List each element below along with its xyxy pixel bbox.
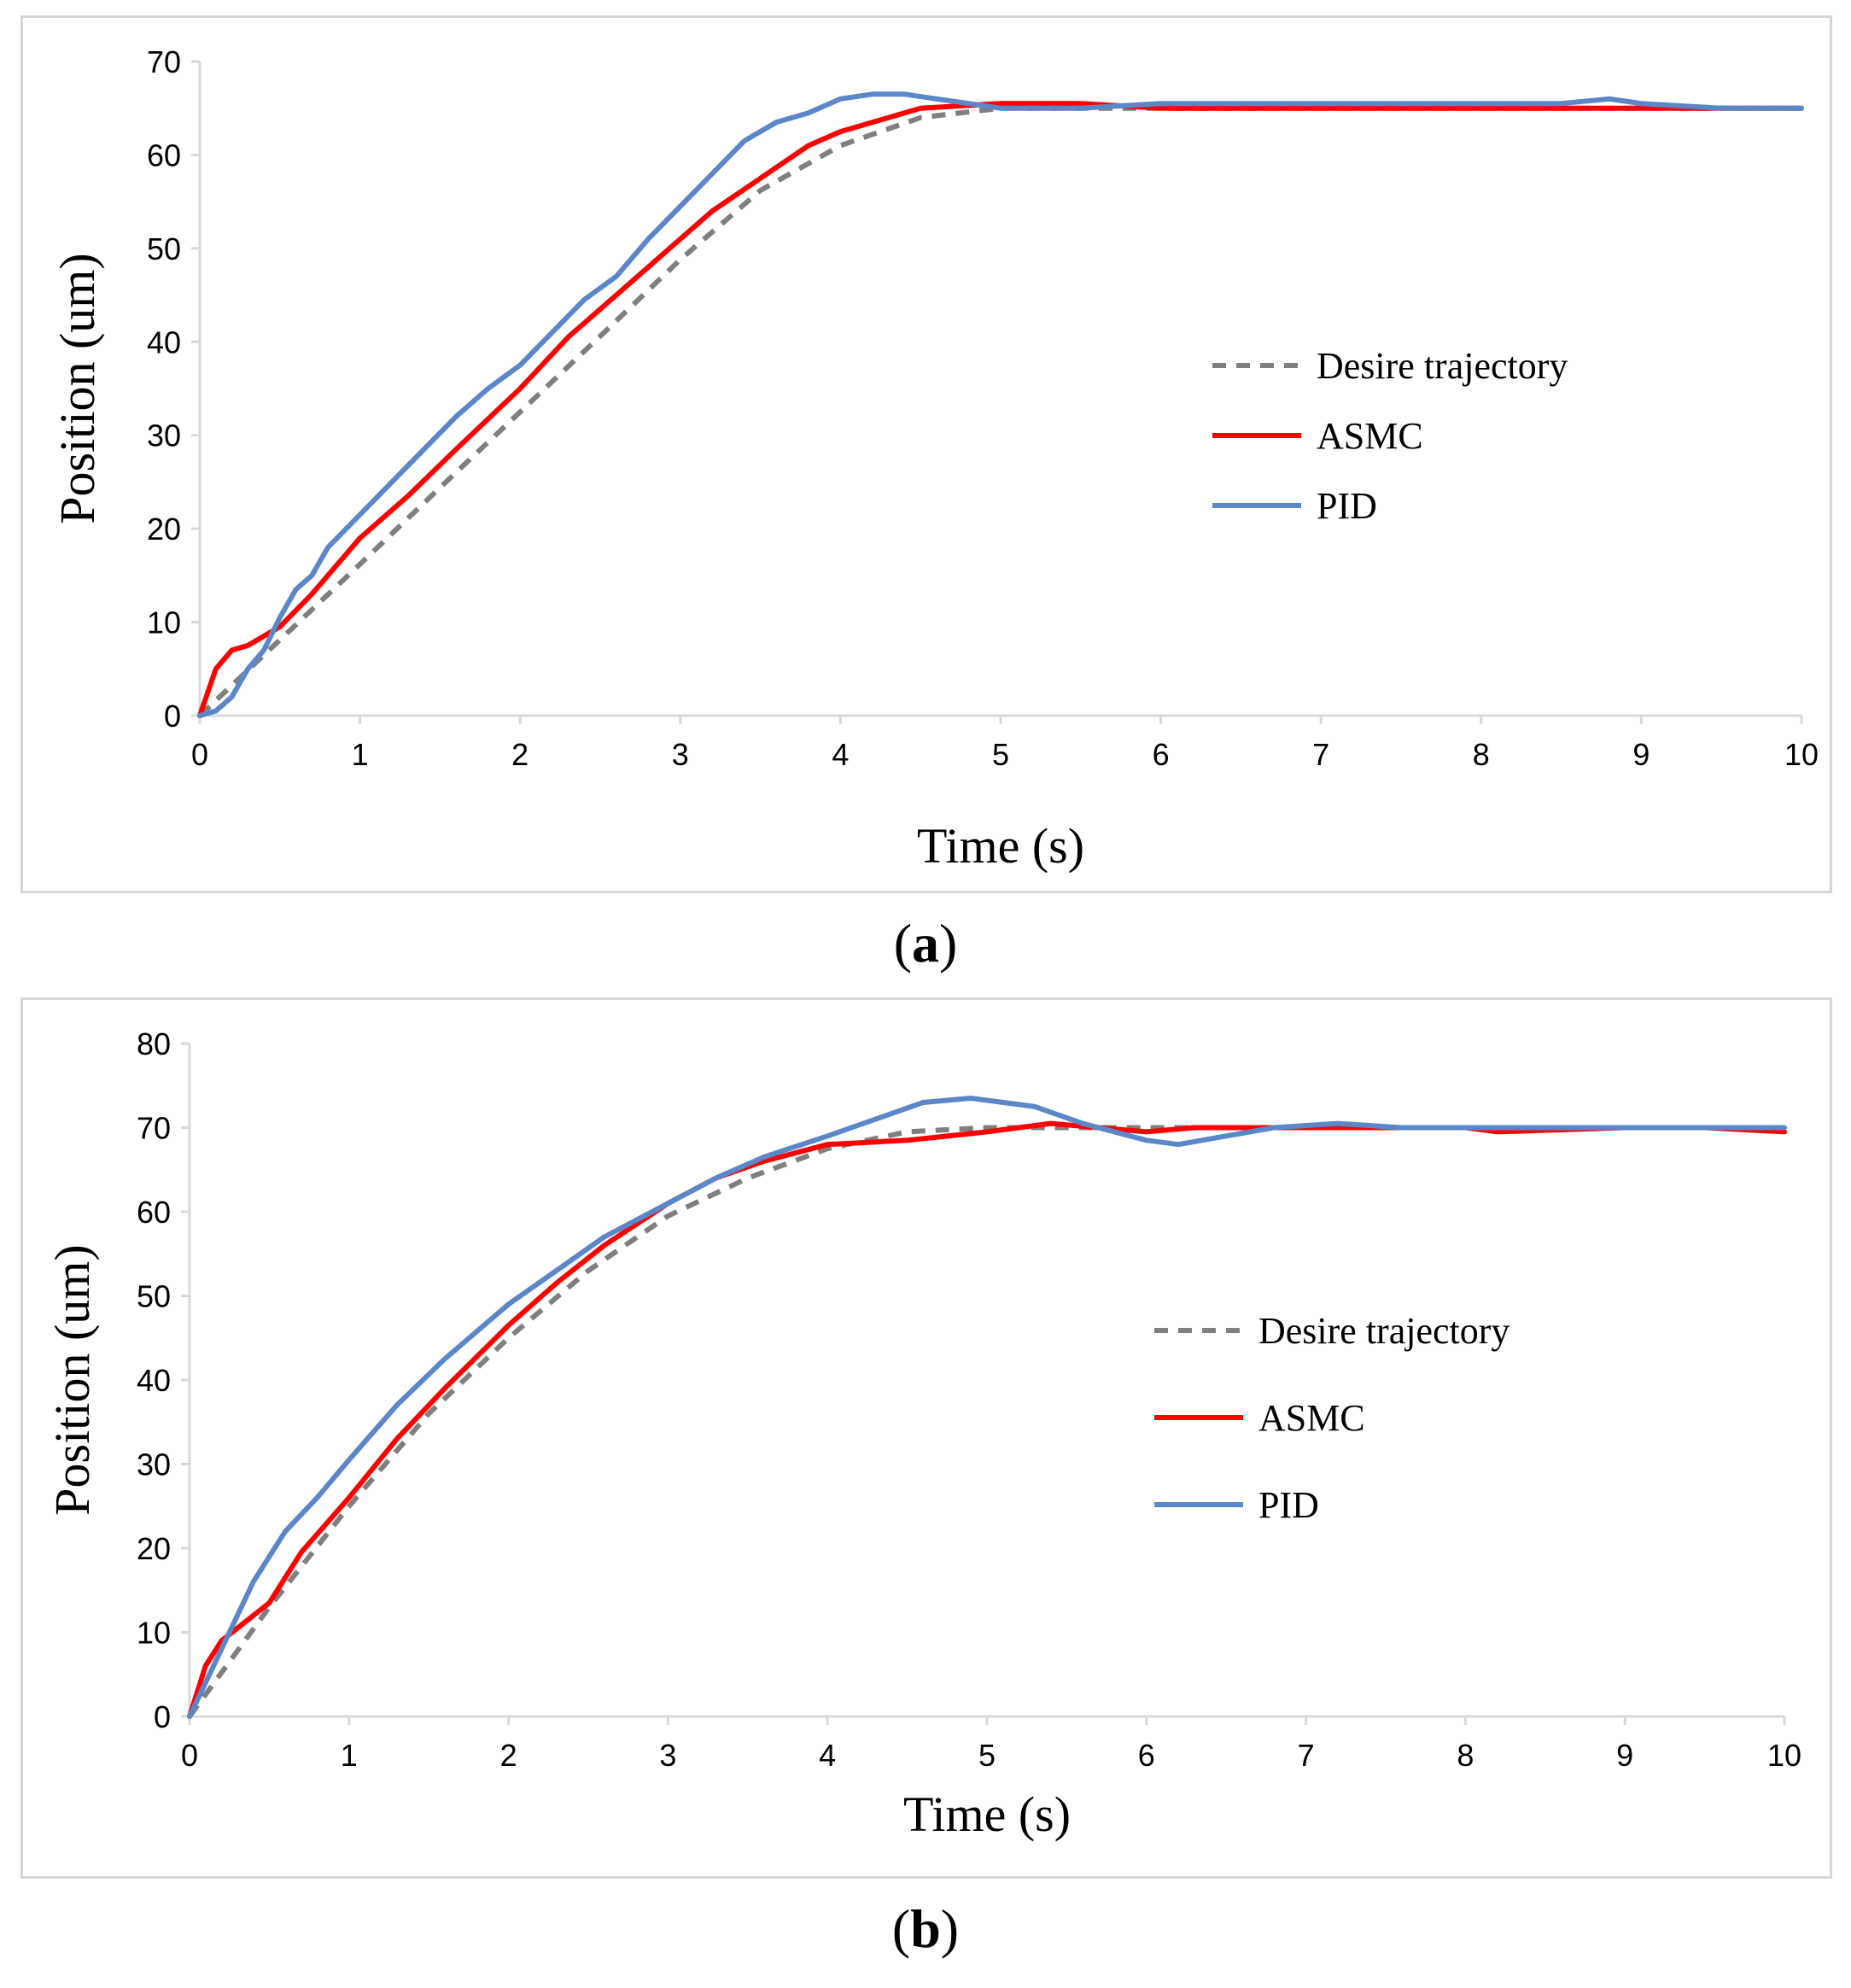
y-tick-label: 20 (147, 512, 181, 547)
x-tick-label: 2 (500, 1738, 517, 1773)
y-tick-label: 80 (137, 1026, 171, 1061)
series-line-desire-trajectory (197, 105, 1801, 718)
x-tick-label: 3 (672, 737, 689, 772)
legend-label-desire-trajectory: Desire trajectory (1258, 1310, 1509, 1352)
y-axis-label: Position (um) (44, 1244, 100, 1515)
series-line-asmc (187, 1120, 1787, 1719)
legend-label-asmc: ASMC (1258, 1397, 1365, 1439)
y-tick-label: 60 (137, 1195, 171, 1230)
x-tick-label: 0 (191, 737, 208, 772)
y-tick-label: 20 (137, 1531, 171, 1566)
legend-label-pid: PID (1258, 1484, 1319, 1526)
y-tick-label: 40 (137, 1363, 171, 1398)
chart-panel-b: 0 10 20 30 40 50 60 70 80 0 1 2 3 4 5 6 7 8 9 10 Time (s) Pos… (0, 991, 1851, 1988)
x-tick-label: 3 (659, 1738, 676, 1773)
legend-label-pid: PID (1317, 485, 1377, 527)
y-tick-label: 50 (147, 231, 181, 266)
y-tick-label: 0 (164, 699, 181, 734)
y-tick-label: 10 (137, 1616, 171, 1651)
x-tick-label: 2 (511, 737, 528, 772)
x-axis-label: Time (s) (917, 818, 1084, 874)
y-tick-label: 50 (137, 1279, 171, 1314)
series-line-asmc (197, 101, 1804, 718)
x-tick-label: 9 (1616, 1738, 1633, 1773)
chart-b: 0 10 20 30 40 50 60 70 80 0 1 2 3 4 5 6 7 8 9 10 Time (s) Pos… (44, 1026, 1801, 1842)
x-tick-label: 6 (1153, 737, 1170, 772)
x-tick-label: 4 (832, 737, 849, 772)
x-tick-label: 7 (1312, 737, 1329, 772)
x-tick-label: 5 (992, 737, 1009, 772)
legend-label-asmc: ASMC (1317, 415, 1423, 457)
y-tick-label: 70 (147, 44, 181, 79)
y-tick-label: 0 (154, 1699, 171, 1734)
x-tick-label: 9 (1632, 737, 1650, 772)
y-tick-label: 30 (137, 1447, 171, 1482)
caption-b-letter: b (910, 1898, 941, 1959)
caption-b: (b) (891, 1898, 960, 1959)
x-tick-label: 10 (1767, 1738, 1801, 1773)
chart-frame-b (20, 997, 1832, 1879)
series-line-pid (187, 1096, 1787, 1719)
series-line-pid (197, 91, 1804, 718)
y-tick-label: 30 (147, 418, 181, 453)
x-tick-label: 5 (978, 1738, 996, 1773)
chart-a: 0 10 20 30 40 50 60 70 0 1 2 3 4 5 6 7 8 9 10 Time (s) Posit… (50, 44, 1819, 874)
x-tick-label: 8 (1457, 1738, 1474, 1773)
y-tick-label: 70 (137, 1111, 171, 1146)
chart-frame-a (20, 15, 1832, 893)
y-tick-label: 60 (147, 137, 181, 172)
x-tick-label: 1 (341, 1738, 358, 1773)
x-axis-label: Time (s) (903, 1786, 1071, 1842)
x-tick-label: 4 (819, 1738, 836, 1773)
x-tick-label: 0 (181, 1738, 198, 1773)
series-line-desire-trajectory (187, 1125, 1784, 1718)
chart-panel-a: 0 10 20 30 40 50 60 70 0 1 2 3 4 5 6 7 8 9 10 Time (s) Posit… (0, 0, 1851, 991)
y-axis-label: Position (um) (50, 253, 105, 523)
x-tick-label: 6 (1138, 1738, 1155, 1773)
x-tick-label: 8 (1473, 737, 1490, 772)
legend-label-desire-trajectory: Desire trajectory (1317, 345, 1568, 387)
x-tick-label: 10 (1784, 737, 1819, 772)
caption-a: (a) (893, 913, 958, 974)
x-tick-label: 7 (1298, 1738, 1315, 1773)
y-tick-label: 40 (147, 325, 181, 360)
caption-a-letter: a (912, 913, 939, 974)
y-tick-label: 10 (147, 605, 181, 640)
x-tick-label: 1 (352, 737, 369, 772)
